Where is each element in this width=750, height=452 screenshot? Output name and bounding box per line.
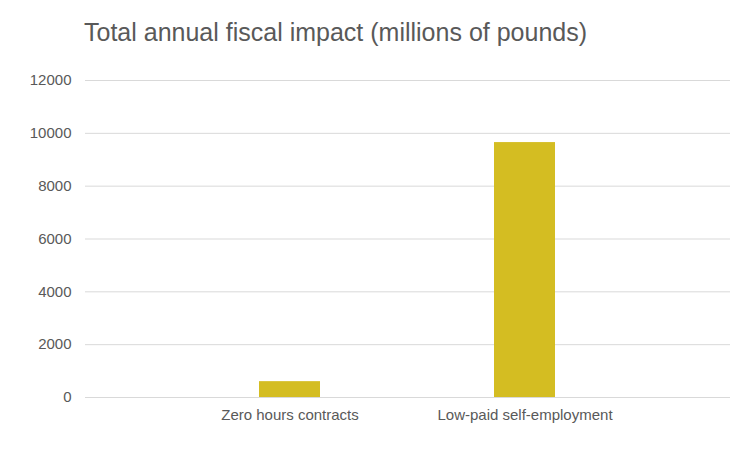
svg-text:0: 0 [63, 388, 71, 405]
svg-text:6000: 6000 [38, 230, 71, 247]
svg-text:2000: 2000 [38, 335, 71, 352]
html-text:Total annual fiscal impact (mi: Total annual fiscal impact (millions of … [84, 18, 587, 46]
svg-text:Zero hours contracts: Zero hours contracts [221, 406, 359, 423]
svg-text:8000: 8000 [38, 177, 71, 194]
svg-text:Low-paid self-employment: Low-paid self-employment [437, 406, 613, 423]
svg-text:12000: 12000 [30, 71, 72, 88]
svg-text:4000: 4000 [38, 283, 71, 300]
svg-text:10000: 10000 [30, 124, 72, 141]
